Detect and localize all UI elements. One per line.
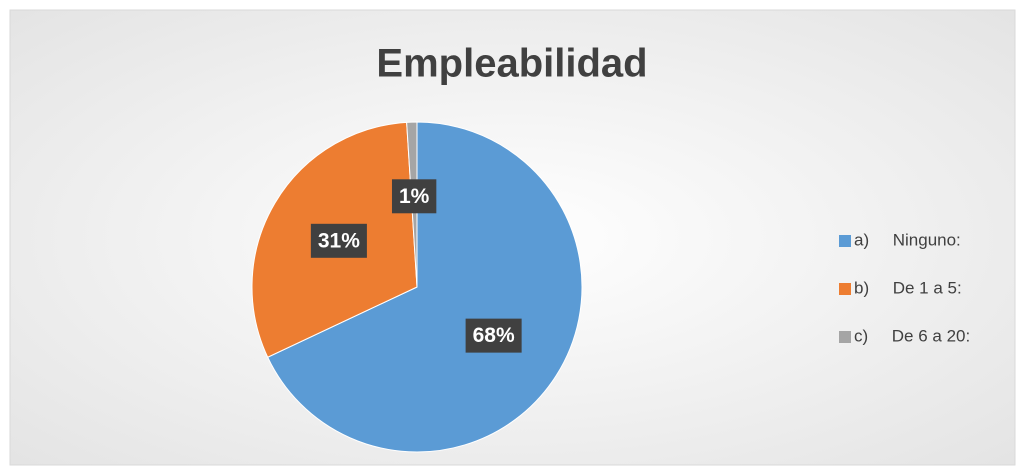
legend-label: a) Ninguno:: [854, 230, 961, 249]
chart-title: Empleabilidad: [376, 42, 647, 86]
legend-swatch: [839, 283, 851, 295]
legend-label: c) De 6 a 20:: [854, 326, 970, 345]
legend-label: b) De 1 a 5:: [854, 278, 962, 297]
data-label-box: [310, 223, 367, 258]
data-label: 1%: [399, 185, 430, 208]
data-label: 68%: [473, 324, 515, 347]
data-label: 31%: [318, 229, 360, 252]
pie-slice: [267, 121, 583, 453]
legend-swatch: [839, 235, 851, 247]
legend-swatch: [839, 331, 851, 343]
data-label-box: [391, 179, 437, 214]
data-label-box: [465, 318, 522, 353]
